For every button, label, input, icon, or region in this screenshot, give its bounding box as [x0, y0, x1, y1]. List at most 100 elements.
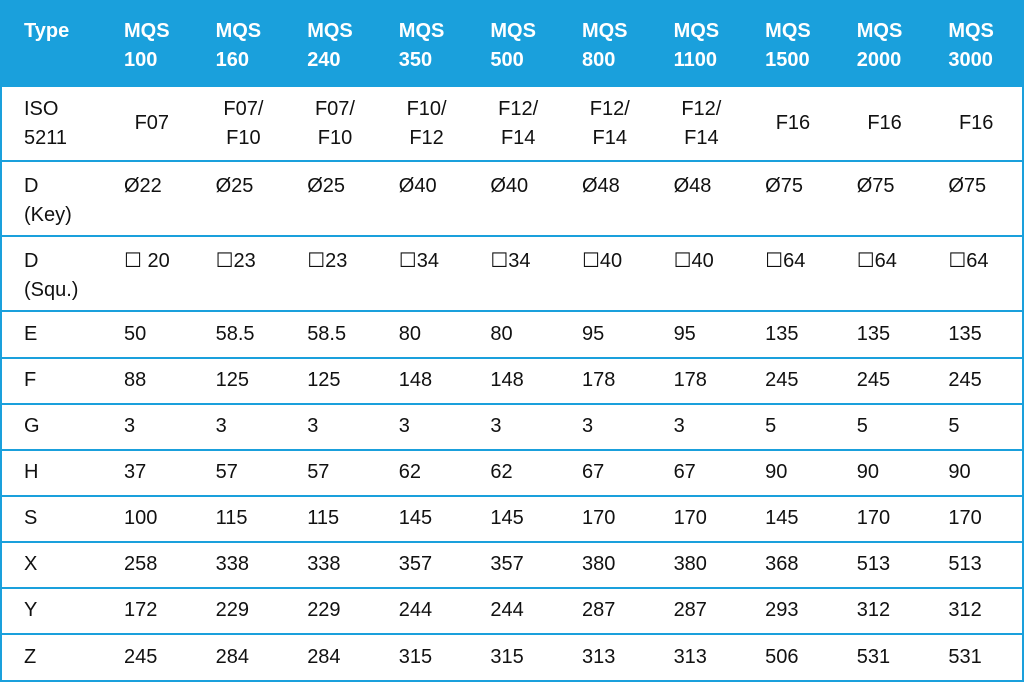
table-cell: 145 — [472, 494, 564, 542]
table-cell: 170 — [563, 494, 656, 542]
table-cell: 148 — [380, 356, 473, 404]
table-cell: Ø40 — [380, 160, 473, 237]
table-cell: ☐34 — [380, 235, 473, 312]
row-label: Z — [2, 632, 106, 680]
table-row: Y 172 229 229 244 244 287 287 293 312 312 — [2, 586, 1022, 634]
table-cell: 244 — [472, 586, 564, 634]
table-cell: 135 — [747, 310, 839, 358]
table-row: F 88 125 125 148 148 178 178 245 245 245 — [2, 356, 1022, 404]
header-cell: MQS 3000 — [930, 2, 1022, 87]
table-cell: ☐40 — [655, 235, 748, 312]
table-cell: 80 — [380, 310, 473, 358]
table-cell: 284 — [197, 632, 290, 680]
table-cell: 88 — [106, 356, 198, 404]
table-cell: 62 — [380, 448, 473, 496]
table-cell: 315 — [472, 632, 564, 680]
row-label: ISO 5211 — [2, 85, 106, 162]
table-cell: 90 — [930, 448, 1022, 496]
row-label: G — [2, 402, 106, 450]
table-cell: 3 — [197, 402, 290, 450]
table-cell: ☐23 — [289, 235, 381, 312]
table-cell: 287 — [563, 586, 656, 634]
table-cell: 313 — [563, 632, 656, 680]
table-cell: 357 — [472, 540, 564, 588]
table-cell: ☐40 — [563, 235, 656, 312]
table-cell: 531 — [930, 632, 1022, 680]
header-cell: MQS 350 — [380, 2, 473, 87]
table-cell: 62 — [472, 448, 564, 496]
table-cell: F12/ F14 — [563, 85, 656, 162]
table-cell: 50 — [106, 310, 198, 358]
table-cell: 245 — [838, 356, 931, 404]
table-row: D (Key) Ø22 Ø25 Ø25 Ø40 Ø40 Ø48 Ø48 Ø75 Ø75 Ø75 — [2, 160, 1022, 237]
header-cell: MQS 1100 — [655, 2, 748, 87]
table-cell: 90 — [747, 448, 839, 496]
table-cell: Ø75 — [930, 160, 1022, 237]
table-cell: 229 — [289, 586, 381, 634]
table-cell: 287 — [655, 586, 748, 634]
table-cell: Ø25 — [289, 160, 381, 237]
table-cell: 58.5 — [289, 310, 381, 358]
table-cell: 3 — [106, 402, 198, 450]
table-cell: Ø25 — [197, 160, 290, 237]
row-label: D (Key) — [2, 160, 106, 237]
table-cell: F12/ F14 — [655, 85, 748, 162]
header-cell: MQS 240 — [289, 2, 381, 87]
table-cell: 244 — [380, 586, 473, 634]
table-cell: 531 — [838, 632, 931, 680]
table-cell: 145 — [380, 494, 473, 542]
table-cell: 5 — [930, 402, 1022, 450]
table-row: S 100 115 115 145 145 170 170 145 170 170 — [2, 494, 1022, 542]
table-cell: F12/ F14 — [472, 85, 564, 162]
table-cell: 170 — [655, 494, 748, 542]
table-cell: Ø22 — [106, 160, 198, 237]
table-cell: 5 — [747, 402, 839, 450]
table-cell: 135 — [838, 310, 931, 358]
table-cell: 95 — [563, 310, 656, 358]
header-cell: MQS 160 — [197, 2, 290, 87]
header-cell: Type — [2, 2, 106, 87]
row-label: F — [2, 356, 106, 404]
table-cell: 380 — [563, 540, 656, 588]
table-cell: 380 — [655, 540, 748, 588]
table-row: X 258 338 338 357 357 380 380 368 513 513 — [2, 540, 1022, 588]
header-cell: MQS 2000 — [838, 2, 931, 87]
table-cell: F07 — [106, 85, 198, 162]
table-cell: 368 — [747, 540, 839, 588]
table-cell: 3 — [563, 402, 656, 450]
table-cell: ☐23 — [197, 235, 290, 312]
table-cell: 172 — [106, 586, 198, 634]
header-cell: MQS 500 — [472, 2, 564, 87]
table-cell: 148 — [472, 356, 564, 404]
table-cell: 178 — [563, 356, 656, 404]
table-cell: 338 — [197, 540, 290, 588]
table-cell: 115 — [289, 494, 381, 542]
table-cell: 312 — [838, 586, 931, 634]
table-cell: Ø75 — [838, 160, 931, 237]
table-cell: 245 — [747, 356, 839, 404]
table-cell: 58.5 — [197, 310, 290, 358]
table-cell: 312 — [930, 586, 1022, 634]
row-label: Y — [2, 586, 106, 634]
table-cell: 357 — [380, 540, 473, 588]
table-cell: 135 — [930, 310, 1022, 358]
table-cell: 178 — [655, 356, 748, 404]
table-cell: Ø75 — [747, 160, 839, 237]
table-cell: 80 — [472, 310, 564, 358]
table-cell: 115 — [197, 494, 290, 542]
table-cell: 284 — [289, 632, 381, 680]
table-cell: 3 — [289, 402, 381, 450]
table-cell: Ø48 — [563, 160, 656, 237]
table-cell: 37 — [106, 448, 198, 496]
table-cell: 293 — [747, 586, 839, 634]
table-cell: F16 — [747, 85, 839, 162]
table-cell: 3 — [655, 402, 748, 450]
table-cell: F07/ F10 — [197, 85, 290, 162]
table-row: Z 245 284 284 315 315 313 313 506 531 531 — [2, 632, 1022, 680]
table-cell: F07/ F10 — [289, 85, 381, 162]
header-cell: MQS 100 — [106, 2, 198, 87]
table-row: H 37 57 57 62 62 67 67 90 90 90 — [2, 448, 1022, 496]
table-cell: 315 — [380, 632, 473, 680]
table-cell: 506 — [747, 632, 839, 680]
